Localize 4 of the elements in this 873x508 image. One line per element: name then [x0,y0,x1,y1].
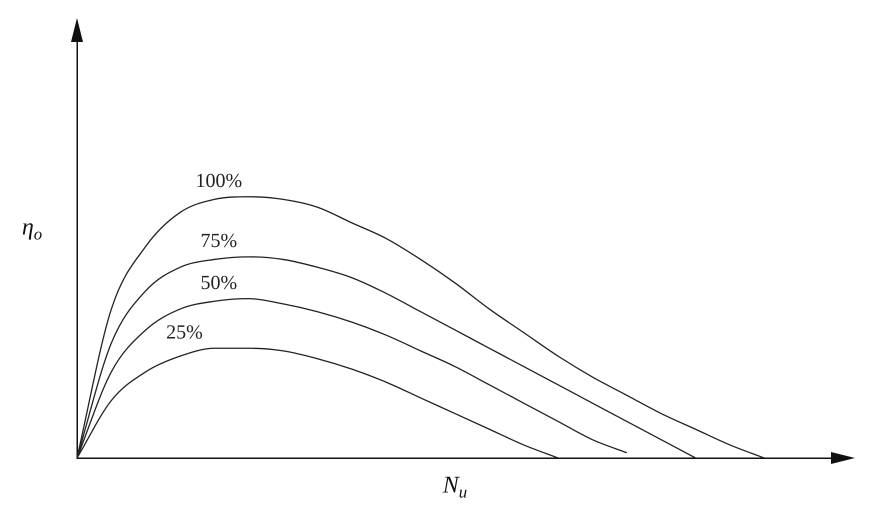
series-label: 75% [200,230,238,252]
series-label: 100% [195,170,242,192]
series-label: 50% [200,272,238,294]
series-label: 25% [166,322,203,344]
